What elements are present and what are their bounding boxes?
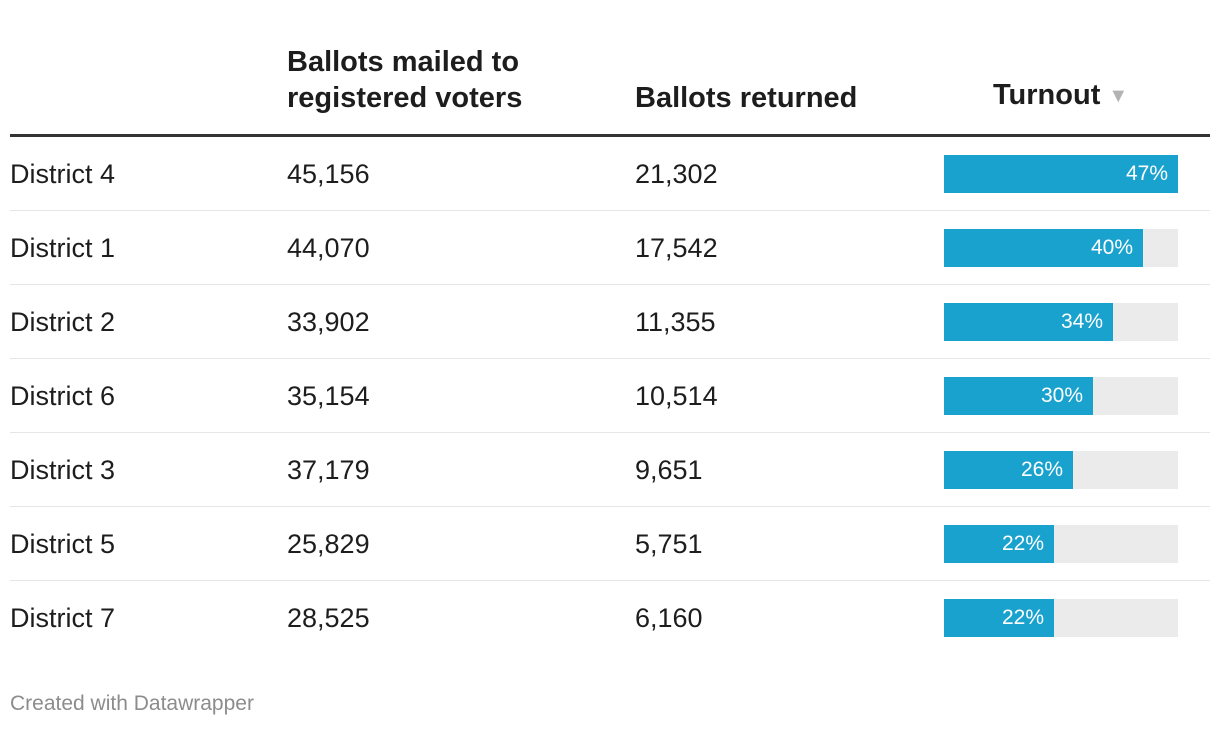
turnout-bar-track: 22% bbox=[944, 599, 1178, 637]
turnout-bar: 22% bbox=[944, 525, 1054, 563]
ballots-mailed-value: 37,179 bbox=[287, 455, 370, 485]
turnout-bar-track: 47% bbox=[944, 155, 1178, 193]
district-name: District 1 bbox=[10, 233, 116, 263]
sort-descending-icon[interactable]: ▼ bbox=[1108, 85, 1129, 107]
district-name: District 2 bbox=[10, 307, 116, 337]
turnout-bar-track: 40% bbox=[944, 229, 1178, 267]
datawrapper-credit: Created with Datawrapper bbox=[10, 692, 254, 715]
turnout-bar: 40% bbox=[944, 229, 1143, 267]
turnout-table: Ballots mailed to registered voters Ball… bbox=[10, 0, 1210, 655]
header-ballots-mailed[interactable]: Ballots mailed to registered voters bbox=[287, 46, 523, 114]
turnout-bar: 26% bbox=[944, 451, 1073, 489]
turnout-label: 30% bbox=[1040, 384, 1083, 407]
turnout-label: 34% bbox=[1060, 310, 1103, 333]
table-row: District 3 37,179 9,651 26% bbox=[10, 433, 1210, 507]
ballots-mailed-value: 44,070 bbox=[287, 233, 370, 263]
ballots-returned-value: 5,751 bbox=[635, 529, 703, 559]
table-row: District 1 44,070 17,542 40% bbox=[10, 211, 1210, 285]
table-row: District 2 33,902 11,355 34% bbox=[10, 285, 1210, 359]
turnout-bar: 34% bbox=[944, 303, 1113, 341]
table-row: District 6 35,154 10,514 30% bbox=[10, 359, 1210, 433]
turnout-bar-track: 30% bbox=[944, 377, 1178, 415]
turnout-bar: 22% bbox=[944, 599, 1054, 637]
table-row: District 5 25,829 5,751 22% bbox=[10, 507, 1210, 581]
turnout-label: 26% bbox=[1020, 458, 1063, 481]
header-ballots-returned[interactable]: Ballots returned bbox=[635, 82, 858, 114]
ballots-mailed-value: 25,829 bbox=[287, 529, 370, 559]
header-turnout[interactable]: Turnout ▼ bbox=[993, 77, 1128, 116]
turnout-label: 47% bbox=[1125, 162, 1168, 185]
turnout-bar: 30% bbox=[944, 377, 1093, 415]
turnout-label: 40% bbox=[1090, 236, 1133, 259]
turnout-bar-track: 26% bbox=[944, 451, 1178, 489]
district-name: District 6 bbox=[10, 381, 116, 411]
ballots-returned-value: 17,542 bbox=[635, 233, 718, 263]
header-turnout-label: Turnout bbox=[993, 79, 1101, 111]
turnout-label: 22% bbox=[1001, 606, 1044, 629]
ballots-returned-value: 6,160 bbox=[635, 603, 703, 633]
table-row: District 7 28,525 6,160 22% bbox=[10, 581, 1210, 655]
ballots-mailed-value: 35,154 bbox=[287, 381, 370, 411]
turnout-bar: 47% bbox=[944, 155, 1178, 193]
ballots-mailed-value: 33,902 bbox=[287, 307, 370, 337]
turnout-bar-track: 22% bbox=[944, 525, 1178, 563]
ballots-returned-value: 21,302 bbox=[635, 159, 718, 189]
ballots-returned-value: 9,651 bbox=[635, 455, 703, 485]
district-name: District 7 bbox=[10, 603, 116, 633]
ballots-returned-value: 10,514 bbox=[635, 381, 718, 411]
table-header: Ballots mailed to registered voters Ball… bbox=[10, 0, 1210, 137]
ballots-mailed-value: 45,156 bbox=[287, 159, 370, 189]
table-body: District 4 45,156 21,302 47% District 1 44,07… bbox=[10, 137, 1210, 655]
table-row: District 4 45,156 21,302 47% bbox=[10, 137, 1210, 211]
ballots-returned-value: 11,355 bbox=[635, 307, 716, 337]
ballots-mailed-value: 28,525 bbox=[287, 603, 370, 633]
turnout-label: 22% bbox=[1001, 532, 1044, 555]
district-name: District 3 bbox=[10, 455, 116, 485]
district-name: District 4 bbox=[10, 159, 116, 189]
turnout-bar-track: 34% bbox=[944, 303, 1178, 341]
district-name: District 5 bbox=[10, 529, 116, 559]
